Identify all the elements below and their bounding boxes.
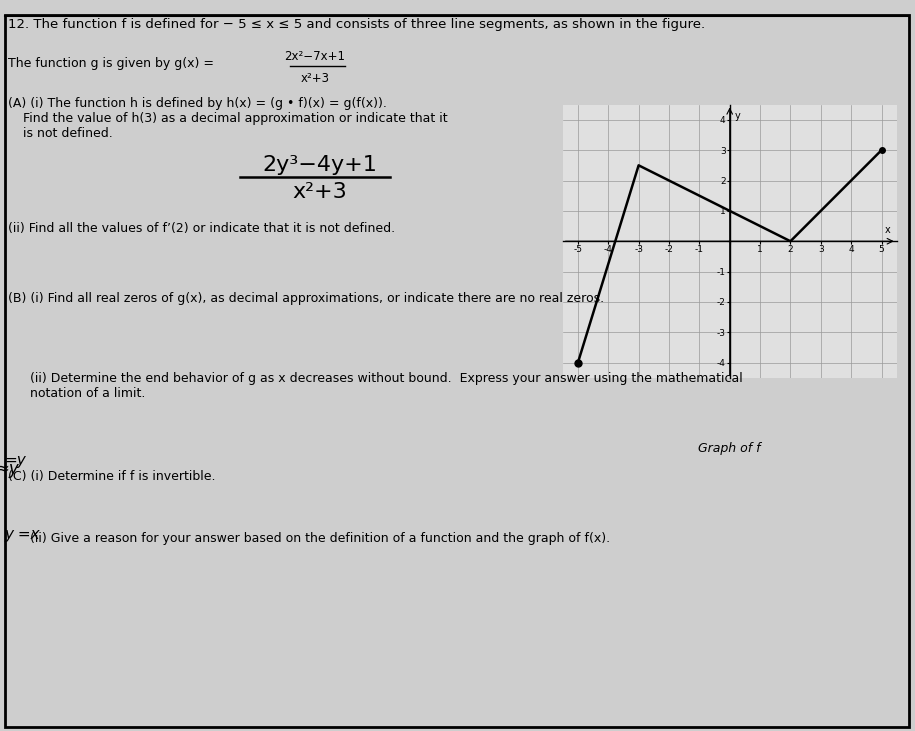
Text: x²+3: x²+3 [293,182,348,202]
Text: 2y³−4y+1: 2y³−4y+1 [263,155,377,175]
Text: =y: =y [5,453,27,468]
Text: 12. The function f is defined for − 5 ≤ x ≤ 5 and consists of three line segment: 12. The function f is defined for − 5 ≤ … [8,18,705,31]
Text: (ii) Determine the end behavior of g as x decreases without bound.  Express your: (ii) Determine the end behavior of g as … [30,372,743,385]
Text: (C) (i) Determine if f is invertible.: (C) (i) Determine if f is invertible. [8,470,216,483]
Text: is not defined.: is not defined. [23,127,113,140]
Text: (ii) Find all the values of f’(2) or indicate that it is not defined.: (ii) Find all the values of f’(2) or ind… [8,222,395,235]
Text: Graph of f: Graph of f [698,442,761,455]
Text: 2x²−7x+1: 2x²−7x+1 [285,50,346,63]
Text: (B) (i) Find all real zeros of g(x), as decimal approximations, or indicate ther: (B) (i) Find all real zeros of g(x), as … [8,292,604,305]
Text: ≈y: ≈y [0,460,18,478]
Text: Find the value of h(3) as a decimal approximation or indicate that it: Find the value of h(3) as a decimal appr… [23,112,447,125]
Text: y =x: y =x [5,527,40,542]
Text: x: x [885,225,890,235]
Text: The function g is given by g(x) =: The function g is given by g(x) = [8,57,218,70]
Text: y: y [734,110,740,121]
Text: (ii) Give a reason for your answer based on the definition of a function and the: (ii) Give a reason for your answer based… [30,532,610,545]
Text: notation of a limit.: notation of a limit. [30,387,145,400]
Text: x²+3: x²+3 [300,72,329,85]
Text: (A) (i) The function h is defined by h(x) = (g • f)(x) = g(f(x)).: (A) (i) The function h is defined by h(x… [8,97,387,110]
